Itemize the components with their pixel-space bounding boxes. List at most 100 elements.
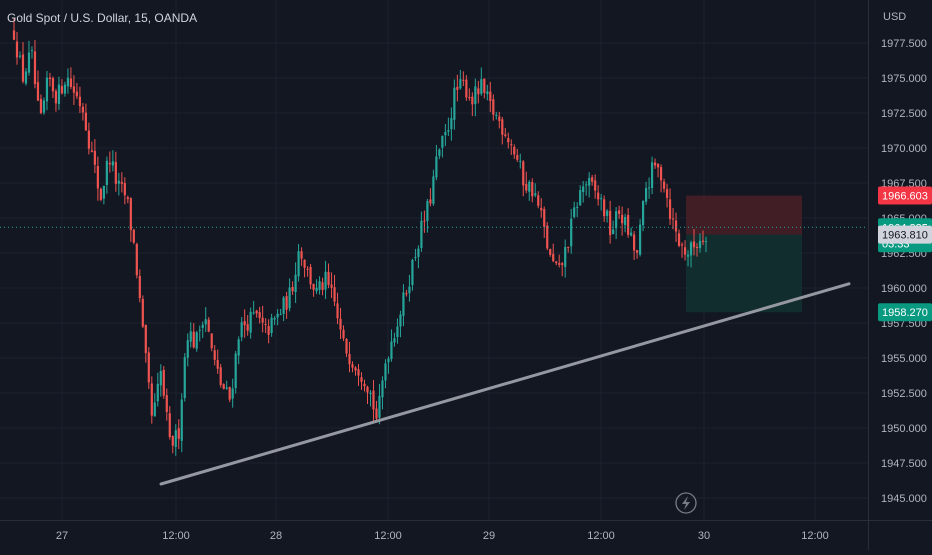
candle: [453, 79, 456, 130]
candle-body: [213, 350, 216, 360]
candle-body: [399, 314, 402, 327]
candle-body: [644, 187, 648, 202]
candlestick-series: [12, 18, 708, 456]
candle-body: [668, 199, 672, 220]
candle: [318, 276, 321, 295]
candle-body: [357, 369, 360, 376]
candle: [210, 333, 213, 352]
candle-body: [306, 268, 309, 270]
candle-body: [162, 369, 165, 396]
candle: [108, 151, 111, 173]
candle-body: [630, 232, 633, 236]
price-tick-label: 1950.000: [881, 423, 927, 435]
candle-body: [641, 200, 645, 226]
candle-body: [180, 399, 183, 441]
replay-button[interactable]: [675, 492, 697, 514]
candle-body: [24, 71, 28, 84]
candle: [246, 315, 249, 336]
candle: [366, 385, 369, 405]
candle: [240, 317, 243, 342]
candle: [327, 263, 330, 289]
candle-body: [108, 162, 111, 165]
candle: [600, 193, 603, 211]
candle: [621, 206, 624, 236]
candle: [701, 230, 705, 246]
candle-body: [483, 78, 486, 93]
candle: [656, 163, 660, 178]
candle: [582, 180, 585, 203]
candle-body: [378, 395, 381, 418]
price-tick-label: 1970.000: [881, 143, 927, 155]
candle: [677, 229, 681, 248]
candle: [195, 331, 198, 352]
candle: [492, 94, 495, 121]
candle: [510, 139, 513, 155]
candle: [219, 363, 222, 388]
time-tick-label: 28: [270, 530, 282, 542]
candle: [477, 80, 480, 104]
candle: [597, 185, 600, 206]
candle-body: [531, 181, 534, 197]
candle-body: [558, 263, 561, 265]
candle-body: [387, 358, 390, 363]
candle-body: [423, 220, 426, 222]
candle: [261, 305, 264, 333]
candle-body: [579, 190, 582, 206]
candle-body: [99, 188, 102, 200]
candle-body: [246, 324, 249, 331]
candle-body: [270, 317, 273, 333]
candle-body: [432, 176, 435, 204]
candle-body: [267, 326, 270, 335]
candle: [123, 177, 126, 205]
candle-body: [309, 266, 312, 285]
candle: [249, 307, 252, 339]
candle-body: [285, 296, 288, 310]
candle-body: [81, 106, 85, 113]
candle: [489, 81, 492, 113]
candle-body: [567, 246, 570, 248]
candle: [78, 86, 82, 114]
candle: [513, 144, 516, 159]
candle-body: [659, 167, 663, 181]
candle: [144, 324, 147, 363]
candle: [429, 188, 432, 207]
candle-body: [468, 96, 471, 98]
candle-body: [288, 287, 291, 309]
time-tick-label: 12:00: [801, 530, 829, 542]
candle-body: [621, 214, 624, 224]
candle-body: [189, 331, 192, 342]
candle: [243, 309, 246, 338]
candle: [57, 76, 61, 110]
candle-body: [384, 363, 387, 381]
candle-body: [141, 298, 144, 327]
candle: [357, 364, 360, 386]
candle: [39, 94, 43, 115]
candle-body: [12, 30, 16, 40]
price-tick-label: 1945.000: [881, 493, 927, 505]
candle: [447, 117, 450, 137]
candle-body: [671, 218, 675, 220]
candle-body: [516, 154, 519, 160]
candle: [234, 350, 237, 394]
trendline: [159, 282, 851, 486]
candle-body: [603, 199, 606, 217]
candle-body: [429, 199, 432, 204]
candle: [659, 164, 663, 193]
candle: [519, 153, 522, 169]
candle-body: [360, 377, 363, 382]
candle-body: [564, 246, 567, 267]
candle: [93, 139, 96, 174]
candle-body: [294, 274, 297, 293]
candle: [546, 222, 549, 251]
candle: [438, 148, 441, 160]
candle: [183, 353, 186, 402]
candle: [84, 103, 87, 131]
lightning-icon-ring: [675, 492, 697, 514]
candle: [662, 178, 666, 193]
candle: [303, 259, 306, 278]
candle-body: [297, 251, 300, 277]
price-tick-label: 1947.500: [881, 458, 927, 470]
candle-body: [680, 244, 684, 246]
